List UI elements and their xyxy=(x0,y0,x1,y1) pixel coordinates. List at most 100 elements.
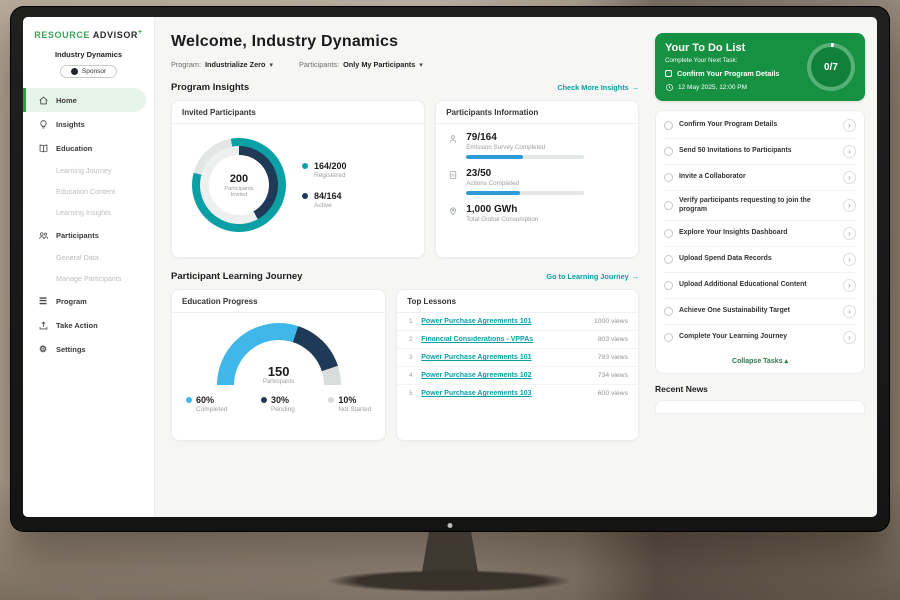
org-name: Industry Dynamics xyxy=(54,50,123,59)
donut-center-label: Participants Invited xyxy=(224,185,254,198)
sidebar-item-home[interactable]: Home xyxy=(23,88,146,112)
next-task-item[interactable]: Confirm Your Program Details xyxy=(665,69,799,78)
task-checkbox[interactable] xyxy=(664,229,673,239)
donut-center-value: 200 xyxy=(229,172,249,185)
recent-news-card xyxy=(655,400,865,415)
stat-row: 1,000 GWh Total Global Consumption xyxy=(448,204,626,223)
task-checkbox[interactable] xyxy=(664,281,673,291)
monitor-stand-base xyxy=(330,570,570,592)
legend-dot xyxy=(302,193,308,199)
chevron-right-icon[interactable]: › xyxy=(843,331,856,345)
stat-row: 79/164 Emission Survey Completed xyxy=(448,132,626,159)
chevron-right-icon[interactable]: › xyxy=(843,171,856,184)
chevron-right-icon[interactable]: › xyxy=(843,279,856,293)
sidebar-item-learning-journey[interactable]: Learning Journey xyxy=(56,166,112,175)
lesson-link[interactable]: Power Purchase Agreements 102 xyxy=(421,372,532,379)
sidebar-item-program[interactable]: ☰ Program xyxy=(23,289,154,313)
sidebar-item-label: Settings xyxy=(56,344,86,354)
page-title: Welcome, Industry Dynamics xyxy=(171,33,399,50)
sidebar-item-education[interactable]: Education xyxy=(23,136,154,160)
sponsor-badge[interactable]: Sponsor xyxy=(59,65,118,78)
legend-dot xyxy=(260,397,267,403)
lesson-row: 5 Power Purchase Agreements 103 600 view… xyxy=(408,390,628,397)
participants-filter-dropdown[interactable]: Participants: Only My Participants ▾ xyxy=(299,60,423,69)
filter-value: Industrialize Zero xyxy=(205,60,266,69)
task-list-card: Confirm Your Program Details › Send 50 I… xyxy=(655,110,865,375)
clock-icon xyxy=(665,83,674,92)
task-checkbox[interactable] xyxy=(664,255,673,265)
task-row[interactable]: Send 50 Invitations to Participants › xyxy=(664,139,856,165)
sidebar-item-insights[interactable]: Insights xyxy=(23,112,154,136)
invited-participants-donut-chart: 200 Participants Invited xyxy=(192,138,286,232)
go-to-learning-journey-link[interactable]: Go to Learning Journey → xyxy=(546,272,639,281)
sidebar-item-take-action[interactable]: Take Action xyxy=(23,313,154,337)
chevron-right-icon[interactable]: › xyxy=(843,145,856,158)
power-led xyxy=(447,523,453,528)
lesson-link[interactable]: Power Purchase Agreements 101 xyxy=(421,318,532,325)
task-row[interactable]: Verify participants requesting to join t… xyxy=(664,191,856,222)
chevron-down-icon: ▾ xyxy=(419,61,423,69)
lesson-link[interactable]: Power Purchase Agreements 101 xyxy=(421,354,532,361)
collapse-tasks-link[interactable]: Collapse Tasks ▴ xyxy=(732,358,788,366)
filter-label: Program: xyxy=(171,60,202,69)
filter-bar: Program: Industrialize Zero ▾ Participan… xyxy=(171,60,639,69)
chevron-right-icon[interactable]: › xyxy=(843,305,856,319)
list-icon: ☰ xyxy=(38,295,48,306)
card-title: Top Lessons xyxy=(397,290,638,313)
sidebar-item-learning-insights[interactable]: Learning Insights xyxy=(56,208,111,217)
chevron-right-icon[interactable]: › xyxy=(843,119,856,132)
task-row[interactable]: Complete Your Learning Journey › xyxy=(664,325,856,350)
task-checkbox[interactable] xyxy=(664,333,673,343)
sidebar-nav: Home Insights Education Learning Journey… xyxy=(23,88,154,361)
legend-item: 10% Not Started xyxy=(328,395,371,413)
arrow-right-icon: → xyxy=(631,272,639,281)
progress-bar xyxy=(466,191,585,195)
task-row[interactable]: Explore Your Insights Dashboard › xyxy=(664,221,856,248)
dashboard-screen: RESOURCE ADVISOR+ Industry Dynamics Spon… xyxy=(23,17,877,517)
chevron-up-icon: ▴ xyxy=(784,358,788,366)
task-row[interactable]: Upload Additional Educational Content › xyxy=(664,273,856,300)
next-task-due: 12 May 2025, 12:00 PM xyxy=(665,83,799,92)
task-checkbox[interactable] xyxy=(664,201,673,211)
task-checkbox[interactable] xyxy=(664,147,673,156)
lesson-link[interactable]: Financial Considerations - VPPAs xyxy=(421,336,534,343)
card-title: Invited Participants xyxy=(172,101,425,124)
education-progress-gauge-chart: 150 Participants xyxy=(216,323,341,385)
checkbox-icon[interactable] xyxy=(665,70,672,77)
task-checkbox[interactable] xyxy=(664,173,673,182)
program-filter-dropdown[interactable]: Program: Industrialize Zero ▾ xyxy=(171,60,273,69)
chevron-right-icon[interactable]: › xyxy=(843,199,856,213)
checklist-icon xyxy=(448,170,458,195)
task-row[interactable]: Confirm Your Program Details › xyxy=(664,113,856,139)
todo-title: Your To Do List xyxy=(665,42,746,54)
lesson-row: 4 Power Purchase Agreements 102 734 view… xyxy=(397,367,638,385)
chevron-right-icon[interactable]: › xyxy=(843,253,856,267)
todo-subtitle: Complete Your Next Task: xyxy=(665,57,738,64)
lightbulb-icon xyxy=(37,119,49,130)
chevron-right-icon[interactable]: › xyxy=(843,227,856,241)
check-more-insights-link[interactable]: Check More Insights → xyxy=(557,83,639,92)
sidebar-item-education-content[interactable]: Education Content xyxy=(56,187,116,196)
lesson-row: 3 Power Purchase Agreements 101 793 view… xyxy=(397,349,638,367)
legend-item: 60% Completed xyxy=(186,395,227,413)
invited-participants-card: Invited Participants 200 Participants In… xyxy=(171,100,426,258)
legend-dot xyxy=(302,163,308,169)
person-icon xyxy=(448,134,458,159)
legend-item: 84/164 Active xyxy=(302,191,347,209)
task-row[interactable]: Achieve One Sustainability Target › xyxy=(664,299,856,326)
task-checkbox[interactable] xyxy=(664,307,673,317)
card-title: Education Progress xyxy=(172,290,386,313)
todo-progress-ring: 0/7 xyxy=(807,43,855,91)
sidebar-item-participants[interactable]: Participants xyxy=(23,223,154,247)
gear-icon: ⚙ xyxy=(38,343,48,354)
task-checkbox[interactable] xyxy=(664,121,673,130)
sidebar-item-general-data[interactable]: General Data xyxy=(56,253,99,262)
sidebar-item-settings[interactable]: ⚙ Settings xyxy=(23,337,154,361)
sidebar-item-manage-participants[interactable]: Manage Participants xyxy=(56,274,122,283)
lesson-link[interactable]: Power Purchase Agreements 103 xyxy=(421,390,532,397)
task-row[interactable]: Invite a Collaborator › xyxy=(664,165,856,191)
task-row[interactable]: Upload Spend Data Records › xyxy=(664,247,856,274)
top-lessons-card: Top Lessons 1 Power Purchase Agreements … xyxy=(396,289,639,441)
gauge-center-value: 150 xyxy=(267,364,290,379)
main-content: Welcome, Industry Dynamics Program: Indu… xyxy=(155,17,653,517)
